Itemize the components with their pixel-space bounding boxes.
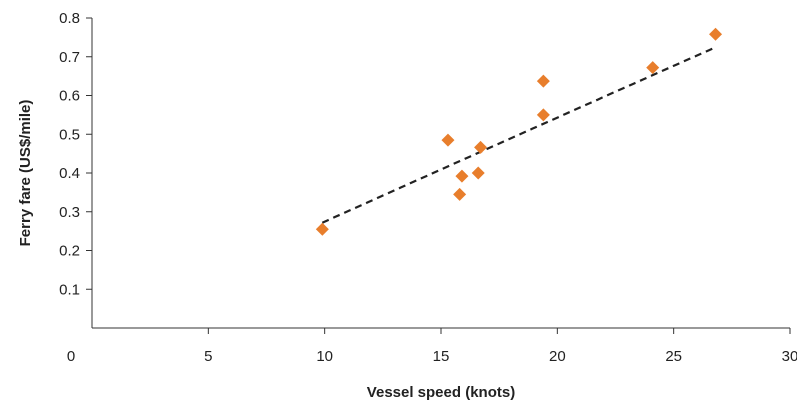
data-point	[315, 222, 329, 236]
x-tick-label: 30	[782, 348, 797, 365]
data-point	[646, 61, 660, 75]
y-tick-label: 0.8	[59, 10, 80, 27]
y-tick-label: 0.7	[59, 49, 80, 66]
data-point	[455, 169, 469, 183]
data-point	[441, 133, 455, 147]
y-tick-label: 0.2	[59, 243, 80, 260]
x-tick-label: 10	[316, 348, 333, 365]
y-tick-label: 0.5	[59, 126, 80, 143]
data-point	[474, 140, 488, 154]
data-point	[536, 108, 550, 122]
x-tick-label: 5	[204, 348, 212, 365]
x-axis: 0 5 10 15 20 25 30	[67, 327, 797, 365]
x-tick-label: 25	[665, 348, 682, 365]
data-point	[471, 166, 485, 180]
data-point	[536, 74, 550, 88]
x-axis-title: Vessel speed (knots)	[367, 384, 515, 401]
data-point	[453, 187, 467, 201]
y-axis: 0.1 0.2 0.3 0.4 0.5 0.6 0.7 0.8	[59, 10, 93, 328]
y-axis-title: Ferry fare (US$/mile)	[17, 100, 34, 247]
y-tick-label: 0.6	[59, 88, 80, 105]
x-tick-label: 15	[433, 348, 450, 365]
y-tick-label: 0.3	[59, 204, 80, 221]
data-points	[315, 27, 723, 236]
x-tick-label: 20	[549, 348, 566, 365]
y-tick-label: 0.4	[59, 165, 80, 182]
y-tick-label: 0.1	[59, 281, 80, 298]
data-point	[709, 27, 723, 41]
trendline	[321, 46, 716, 224]
x-tick-label: 0	[67, 348, 75, 365]
